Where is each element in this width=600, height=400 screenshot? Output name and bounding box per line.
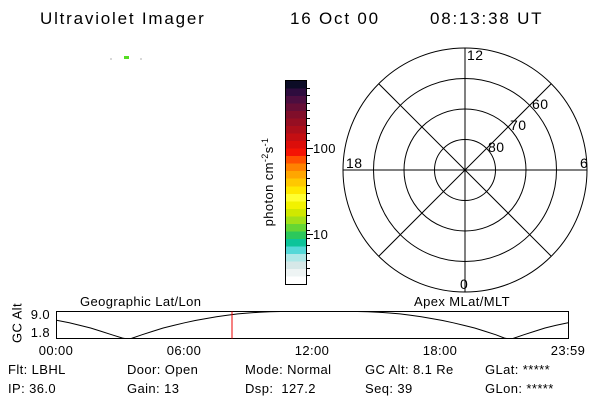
strip-xtick-label: 00:00: [38, 343, 74, 358]
mlt-label-18: 18: [346, 155, 363, 171]
colorbar-major-tick: [306, 234, 313, 235]
colorbar-minor-tick: [306, 118, 310, 119]
colorbar-minor-tick: [306, 88, 310, 89]
status-field: IP: 36.0: [8, 381, 57, 396]
strip-xtick-label: 23:59: [550, 343, 586, 358]
colorbar-minor-tick: [306, 133, 310, 134]
colorbar-axis-label: photon cm-2s-1: [259, 137, 277, 227]
status-field: GLat: *****: [485, 362, 551, 377]
status-field: Dsp: 127.2: [245, 381, 316, 396]
colorbar-minor-tick: [306, 110, 310, 111]
lat-label-60: 60: [532, 96, 549, 112]
colorbar-minor-tick: [306, 275, 310, 276]
colorbar: [285, 80, 307, 285]
colorbar-minor-tick: [306, 268, 310, 269]
strip-xtick-label: 12:00: [294, 343, 330, 358]
date-label: 16 Oct 00: [290, 9, 380, 28]
colorbar-minor-tick: [306, 208, 310, 209]
colorbar-minor-tick: [306, 260, 310, 261]
lat-label-70: 70: [510, 117, 527, 133]
strip-ytick-9: 9.0: [30, 307, 50, 322]
time-label: 08:13:38 UT: [430, 9, 544, 28]
colorbar-minor-tick: [306, 155, 310, 156]
colorbar-minor-tick: [306, 163, 310, 164]
altitude-strip-chart: [56, 311, 569, 339]
strip-xtick-label: 18:00: [422, 343, 458, 358]
mlt-label-6: 6: [580, 155, 589, 171]
colorbar-minor-tick: [306, 230, 310, 231]
status-field: Flt: LBHL: [8, 362, 66, 377]
colorbar-minor-tick: [306, 95, 310, 96]
status-field: GC Alt: 8.1 Re: [365, 362, 454, 377]
mlt-label-0: 0: [460, 276, 469, 292]
colorbar-minor-tick: [306, 215, 310, 216]
mlt-label-12: 12: [467, 47, 484, 63]
noise-pixel: [110, 58, 112, 60]
colorbar-minor-tick: [306, 185, 310, 186]
page-title: Ultraviolet Imager: [40, 9, 206, 28]
colorbar-minor-tick: [306, 103, 310, 104]
noise-pixel: [140, 58, 142, 60]
strip-ytick-1_8: 1.8: [30, 325, 50, 340]
status-field: Door: Open: [127, 362, 199, 377]
strip-y-axis-label: GC Alt: [9, 303, 25, 343]
colorbar-minor-tick: [306, 223, 310, 224]
colorbar-minor-tick: [306, 140, 310, 141]
colorbar-minor-tick: [306, 253, 310, 254]
colorbar-minor-tick: [306, 238, 310, 239]
image-data-pixel: [124, 56, 129, 59]
colorbar-minor-tick: [306, 178, 310, 179]
polar-grid-plot: [342, 47, 588, 293]
strip-left-title: Geographic Lat/Lon: [80, 294, 202, 309]
strip-xtick-label: 06:00: [166, 343, 202, 358]
colorbar-tick-label-10: 10: [313, 227, 329, 242]
colorbar-tick-label-100: 100: [313, 141, 336, 156]
colorbar-minor-tick: [306, 245, 310, 246]
colorbar-minor-tick: [306, 193, 310, 194]
status-field: Seq: 39: [365, 381, 413, 396]
colorbar-major-tick: [306, 148, 313, 149]
colorbar-minor-tick: [306, 170, 310, 171]
status-field: GLon: *****: [485, 381, 554, 396]
strip-right-title: Apex MLat/MLT: [414, 294, 510, 309]
colorbar-minor-tick: [306, 200, 310, 201]
lat-label-80: 80: [488, 139, 505, 155]
status-field: Gain: 13: [127, 381, 180, 396]
status-field: Mode: Normal: [245, 362, 332, 377]
colorbar-minor-tick: [306, 125, 310, 126]
